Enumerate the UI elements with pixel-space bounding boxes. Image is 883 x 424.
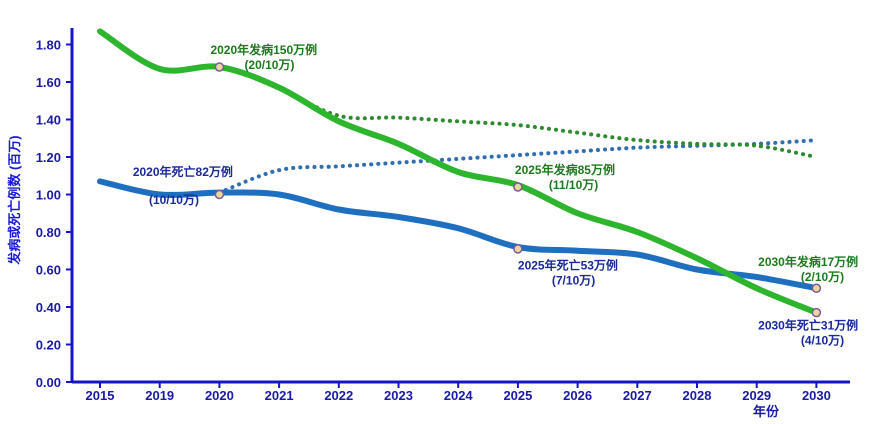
x-tick-label: 2015 <box>86 388 115 403</box>
point-markers <box>214 62 822 318</box>
x-tick-label: 2025 <box>503 388 532 403</box>
y-tick-label: 0.80 <box>36 225 61 240</box>
x-tick-label: 2023 <box>384 388 413 403</box>
x-tick-label: 2024 <box>444 388 474 403</box>
y-tick-label: 0.60 <box>36 263 61 278</box>
y-tick-label: 1.40 <box>36 113 61 128</box>
annotation-marker <box>513 182 523 192</box>
y-axis-label: 发病或死亡例数 (百万) <box>7 135 22 265</box>
x-tick-labels: 2015 2019 2020 2021 2022 2023 2024 2025 2026 2027… <box>86 382 831 403</box>
x-tick-label: 2030 <box>802 388 831 403</box>
x-tick-label: 2026 <box>563 388 592 403</box>
annotation-marker <box>214 189 225 200</box>
annotation-marker <box>214 62 225 72</box>
y-tick-label: 0.00 <box>36 375 61 390</box>
x-tick-label: 2019 <box>145 388 174 403</box>
y-tick-label: 1.80 <box>36 38 61 53</box>
annotation-marker <box>811 283 822 293</box>
x-tick-label: 2027 <box>623 388 652 403</box>
annotation-label: 2030年死亡31万例(4/10万) <box>758 318 858 348</box>
annotation-label: 2025年发病85万例(11/10万) <box>515 162 615 192</box>
x-tick-label: 2021 <box>265 388 294 403</box>
annotation-label: 2025年死亡53万例(7/10万) <box>518 258 618 288</box>
annotation-label: 2020年发病150万例(20/10万) <box>210 42 317 72</box>
annotation-marker <box>513 244 523 254</box>
annotations: 2020年发病150万例(20/10万) 2020年死亡82万例 (10/10万) 2… <box>133 42 858 348</box>
y-tick-label: 1.00 <box>36 188 61 203</box>
annotation-label: 2030年发病17万例(2/10万) <box>758 254 858 284</box>
x-tick-label: 2022 <box>324 388 353 403</box>
x-tick-label: 2029 <box>742 388 771 403</box>
y-tick-label: 0.20 <box>36 338 61 353</box>
x-tick-label: 2028 <box>683 388 712 403</box>
y-tick-label: 1.20 <box>36 150 61 165</box>
incidence_trend-line <box>277 85 819 159</box>
y-tick-label: 1.60 <box>36 75 61 90</box>
y-tick-labels: 0.00 0.20 0.40 0.60 0.80 1.00 1.20 1.40 1.60 1.80 <box>36 38 72 390</box>
y-tick-label: 0.40 <box>36 300 61 315</box>
annotation-marker <box>811 307 822 318</box>
x-axis-label: 年份 <box>753 404 780 419</box>
x-tick-label: 2020 <box>205 388 234 403</box>
annotation-label: 2020年死亡82万例 <box>133 164 233 179</box>
annotation-label: (10/10万) <box>149 193 199 207</box>
